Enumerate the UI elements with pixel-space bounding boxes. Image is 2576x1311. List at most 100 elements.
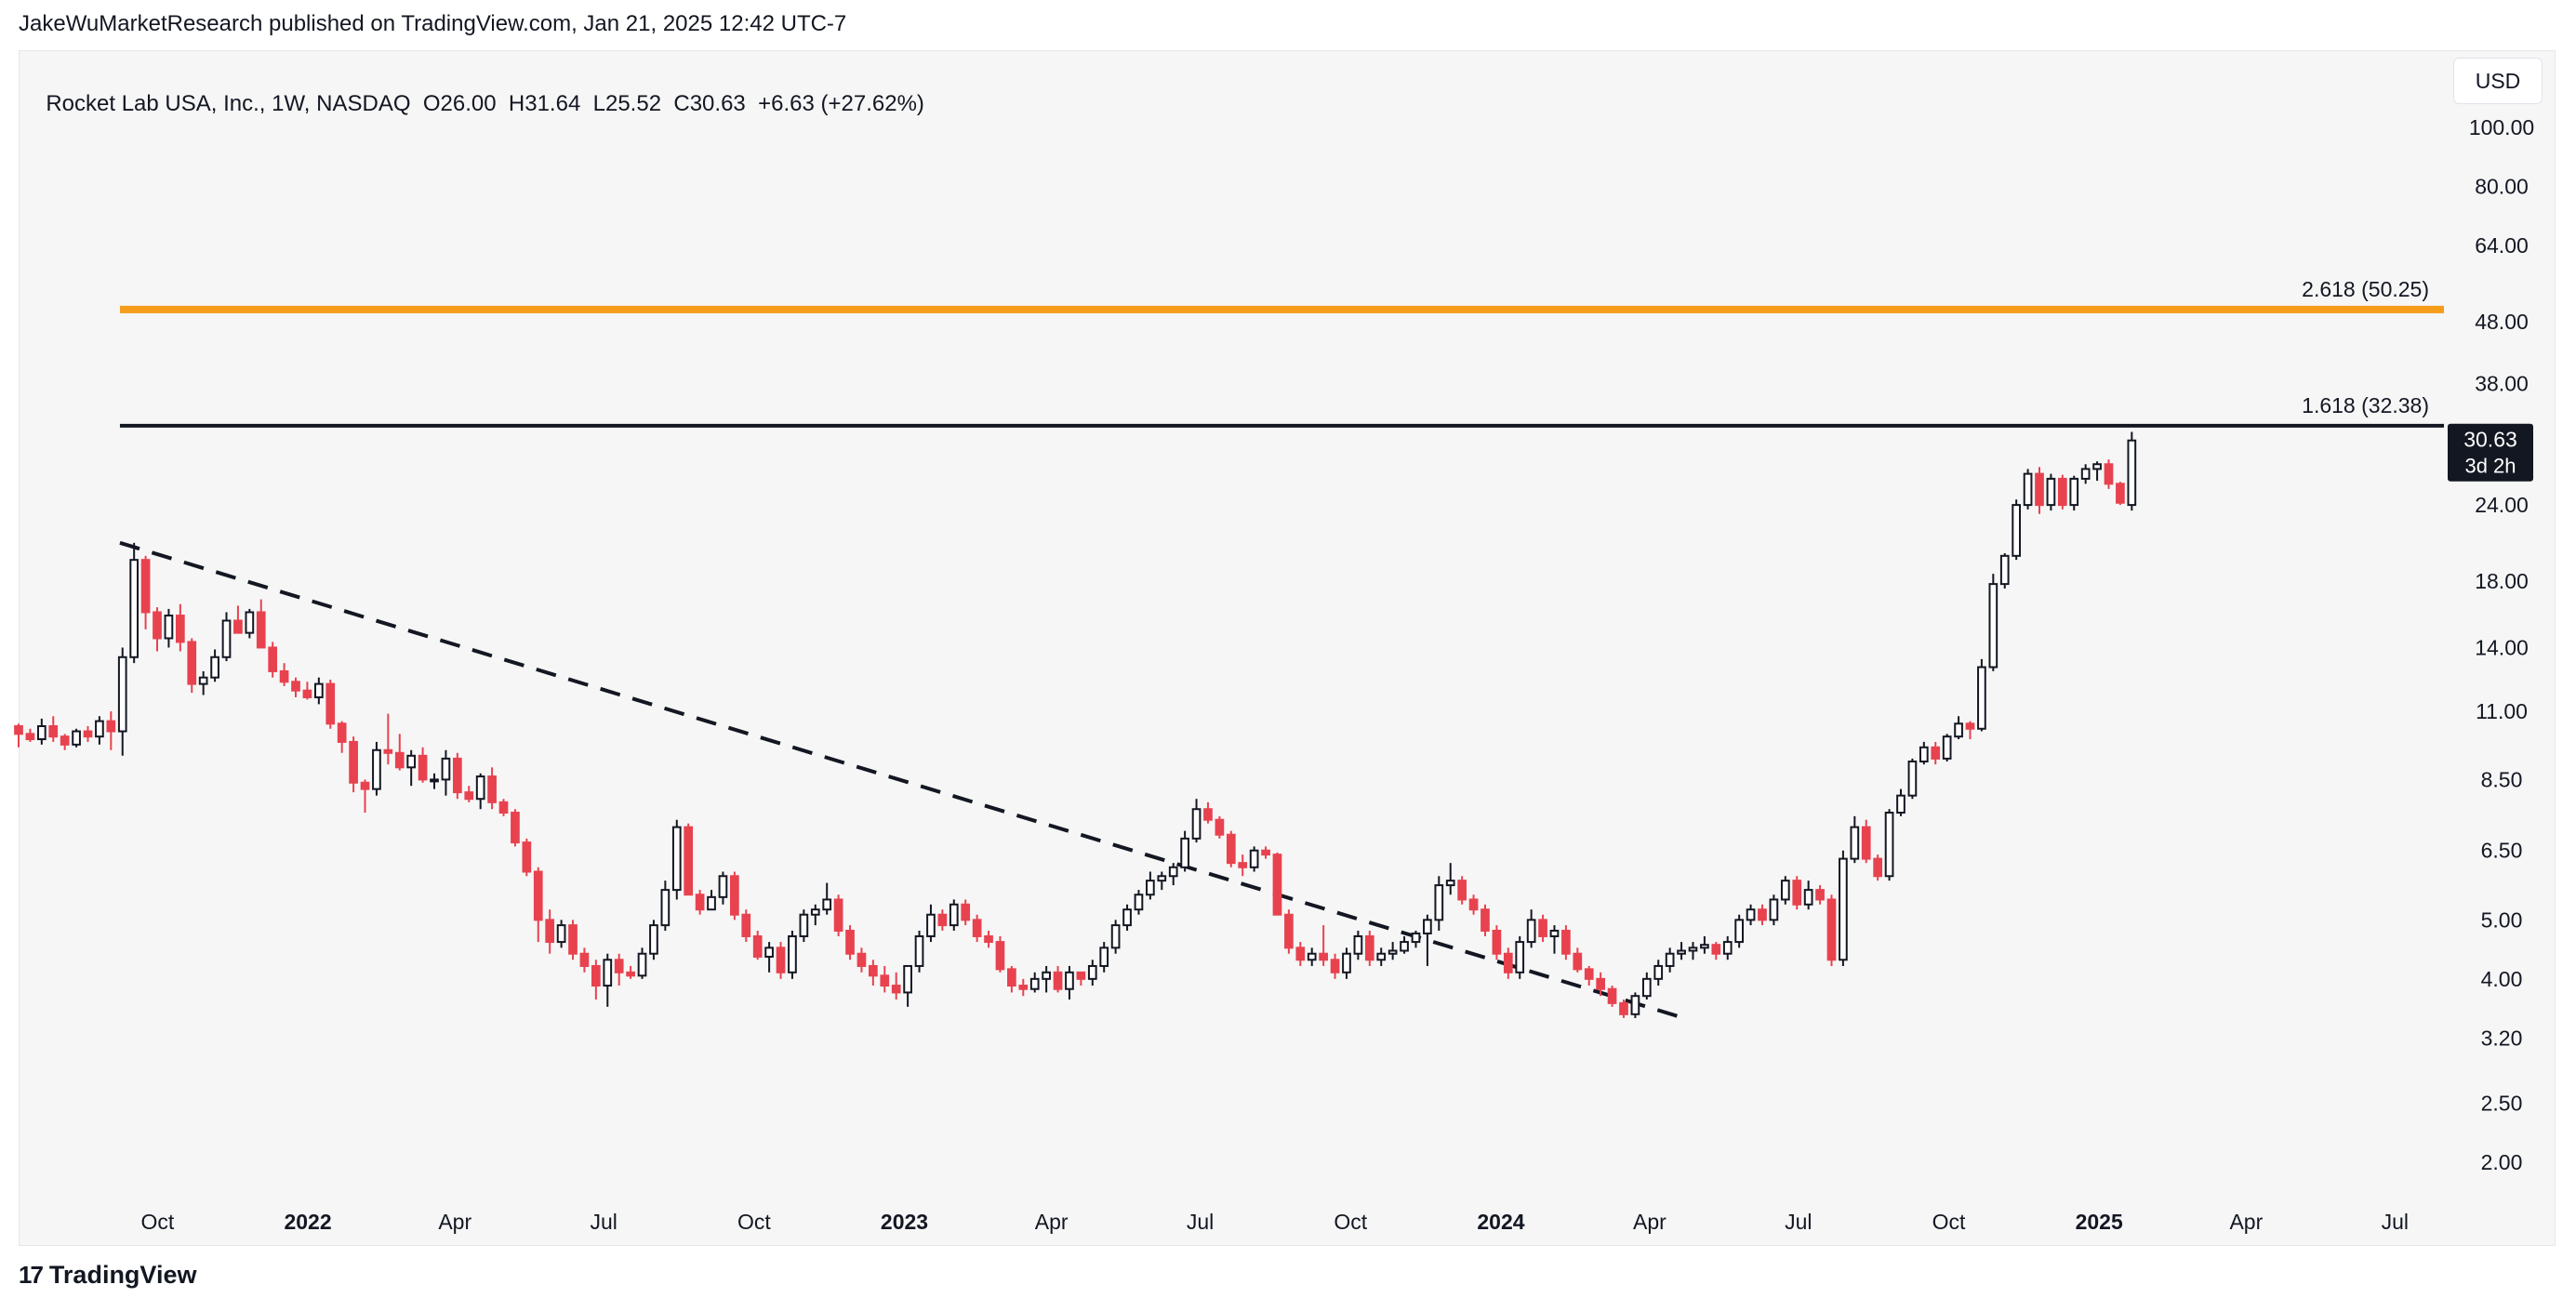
candle-down bbox=[568, 920, 578, 960]
candle-down bbox=[233, 605, 243, 634]
candle-up bbox=[198, 670, 208, 695]
candle-body bbox=[1364, 934, 1374, 961]
fibonacci-levels: 2.618 (50.25) 1.618 (32.38) bbox=[119, 277, 2444, 428]
candle-body bbox=[1042, 971, 1051, 980]
candle-body bbox=[522, 841, 532, 873]
candle-down bbox=[1711, 942, 1721, 960]
candle-up bbox=[1919, 741, 1929, 765]
price-chart[interactable]: 100.00 80.00 64.00 48.00 38.00 24.00 18.00 14.0… bbox=[0, 0, 2576, 1246]
candle-body bbox=[856, 952, 867, 967]
candle-up bbox=[1907, 758, 1918, 800]
chart-pane[interactable] bbox=[19, 50, 2556, 1246]
candle-body bbox=[1988, 583, 1998, 669]
candle-body bbox=[579, 952, 590, 967]
candle-up bbox=[36, 718, 46, 745]
x-tick-label: Oct bbox=[1334, 1210, 1367, 1234]
candle-body bbox=[475, 775, 485, 801]
candle-body bbox=[1584, 968, 1594, 980]
candle-up bbox=[1641, 972, 1652, 1000]
candle-up bbox=[1896, 788, 1905, 816]
candle-body bbox=[487, 775, 497, 803]
candle-body bbox=[349, 740, 358, 784]
candle-down bbox=[833, 894, 843, 936]
brand-name: TradingView bbox=[48, 1261, 197, 1289]
candle-up bbox=[2046, 473, 2056, 511]
candle-down bbox=[1226, 830, 1236, 867]
candle-up bbox=[1110, 920, 1121, 954]
symbol-legend[interactable]: Rocket Lab USA, Inc., 1W, NASDAQ O26.00 … bbox=[33, 65, 924, 117]
candle-body bbox=[788, 934, 797, 973]
candle-body bbox=[14, 725, 23, 735]
candle-down bbox=[1538, 914, 1547, 943]
candle-down bbox=[453, 752, 462, 800]
candle-body bbox=[1780, 880, 1790, 901]
candle-body bbox=[1388, 949, 1398, 955]
candles-layer bbox=[14, 431, 2137, 1018]
candle-body bbox=[1734, 919, 1745, 944]
candle-body bbox=[1411, 932, 1421, 944]
candle-body bbox=[1087, 964, 1097, 980]
candle-body bbox=[718, 875, 728, 898]
tradingview-branding[interactable]: 17 TradingView bbox=[19, 1261, 196, 1290]
candle-body bbox=[1226, 833, 1236, 865]
candle-body bbox=[1457, 880, 1467, 901]
candle-body bbox=[1653, 964, 1664, 980]
candle-down bbox=[14, 723, 23, 748]
candle-up bbox=[430, 773, 439, 789]
candle-up bbox=[406, 749, 417, 787]
candle-body bbox=[153, 611, 162, 640]
candle-body bbox=[221, 619, 232, 658]
candle-body bbox=[591, 964, 601, 987]
candle-body bbox=[1607, 987, 1617, 1004]
candle-down bbox=[1468, 894, 1479, 915]
candle-down bbox=[487, 767, 497, 810]
candle-down bbox=[1457, 876, 1467, 905]
trendline-layer bbox=[119, 540, 1685, 1020]
candle-body bbox=[926, 913, 936, 937]
candle-body bbox=[1641, 977, 1652, 998]
candle-body bbox=[1769, 898, 1779, 921]
candle-up bbox=[313, 677, 324, 705]
candle-down bbox=[995, 935, 1005, 973]
candle-body bbox=[822, 898, 832, 911]
candle-body bbox=[1677, 949, 1686, 955]
candle-body bbox=[1342, 952, 1351, 973]
candle-down bbox=[1492, 925, 1502, 960]
candle-body bbox=[799, 913, 809, 937]
candle-up bbox=[210, 649, 219, 682]
candle-body bbox=[1815, 889, 1825, 901]
currency-button[interactable]: USD bbox=[2453, 58, 2543, 104]
candle-down bbox=[880, 965, 890, 993]
candle-body bbox=[1053, 971, 1063, 990]
candle-body bbox=[695, 894, 705, 911]
symbol-name[interactable]: Rocket Lab USA, Inc., 1W, NASDAQ bbox=[46, 91, 411, 116]
candle-down bbox=[1758, 904, 1767, 926]
candle-down bbox=[349, 736, 358, 793]
candle-up bbox=[903, 964, 912, 1007]
y-tick-label: 80.00 bbox=[2475, 175, 2529, 199]
candle-body bbox=[1861, 826, 1871, 860]
candle-body bbox=[614, 959, 624, 973]
candle-body bbox=[545, 919, 555, 944]
candle-body bbox=[441, 757, 451, 781]
candle-body bbox=[268, 646, 278, 672]
candle-up bbox=[788, 930, 797, 979]
candle-down bbox=[2035, 467, 2044, 514]
candle-body bbox=[707, 895, 716, 911]
candle-body bbox=[752, 934, 763, 958]
candle-body bbox=[660, 889, 671, 927]
candle-down bbox=[1965, 721, 1975, 740]
candle-body bbox=[533, 870, 543, 921]
candle-up bbox=[1376, 947, 1387, 966]
candle-down bbox=[533, 867, 543, 943]
candle-body bbox=[1134, 894, 1144, 911]
candle-up bbox=[1515, 935, 1525, 979]
candle-up bbox=[95, 716, 104, 745]
x-tick-label: Oct bbox=[140, 1210, 174, 1234]
candle-body bbox=[394, 751, 405, 769]
candle-body bbox=[72, 730, 81, 746]
candle-down bbox=[1607, 986, 1617, 1007]
candle-body bbox=[1573, 952, 1583, 971]
x-tick-label: Apr bbox=[1633, 1210, 1666, 1234]
candle-up bbox=[1942, 734, 1952, 761]
